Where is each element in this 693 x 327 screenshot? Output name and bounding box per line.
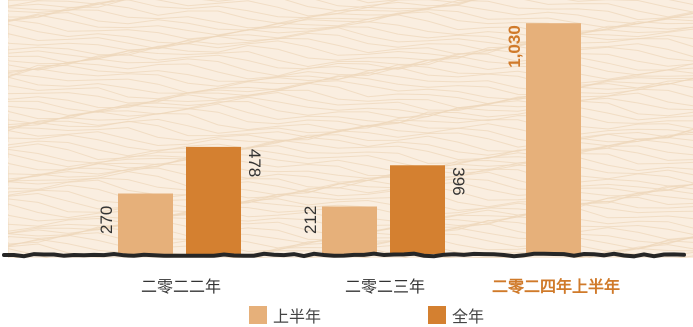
value-label-first-half-2: 1,030 xyxy=(505,25,524,68)
bar-full-year-1 xyxy=(390,165,445,254)
bar-first-half-2 xyxy=(526,23,581,254)
value-labels-group: 270 212 1,030 478 396 xyxy=(97,25,524,234)
value-label-first-half-1: 212 xyxy=(301,206,320,234)
bar-first-half-1 xyxy=(322,206,377,254)
value-label-first-half-0: 270 xyxy=(97,206,116,234)
category-labels-group: 二零二二年 二零二三年 二零二四年上半年 xyxy=(141,277,620,296)
bar-first-half-0 xyxy=(118,193,173,254)
value-label-full-year-0: 478 xyxy=(245,149,264,177)
legend-label-first-half: 上半年 xyxy=(273,307,322,326)
legend-item-first-half: 上半年 xyxy=(249,305,322,326)
legend: 上半年 全年 xyxy=(0,305,693,326)
baseline xyxy=(2,251,686,259)
bars-group xyxy=(118,23,581,254)
category-label-0: 二零二二年 xyxy=(141,277,221,296)
value-label-full-year-1: 396 xyxy=(449,167,468,195)
legend-label-full-year: 全年 xyxy=(452,307,485,326)
legend-swatch-first-half xyxy=(249,306,267,324)
category-label-2: 二零二四年上半年 xyxy=(492,277,620,296)
bar-full-year-0 xyxy=(186,146,241,254)
legend-swatch-full-year xyxy=(428,306,446,324)
legend-item-full-year: 全年 xyxy=(428,305,485,326)
category-label-1: 二零二三年 xyxy=(345,277,425,296)
